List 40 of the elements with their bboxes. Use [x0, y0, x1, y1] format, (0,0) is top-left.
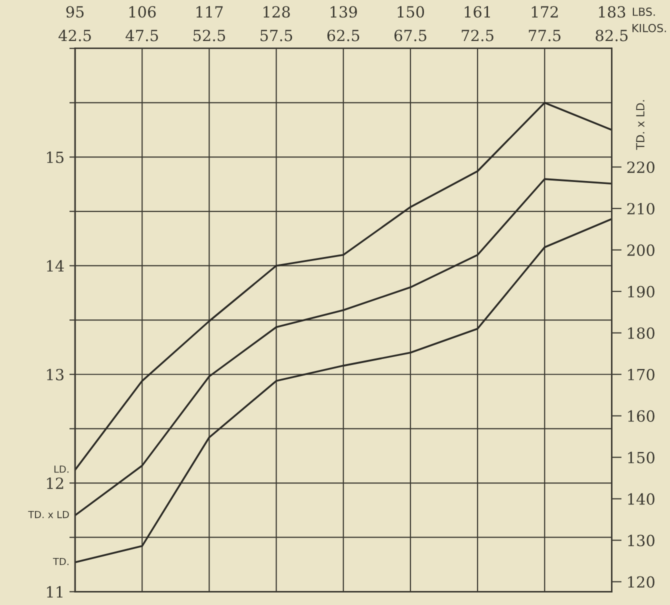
x-tick-label: 161: [464, 6, 490, 18]
y-tick-label: 13: [47, 368, 64, 380]
x-tick-label: 128: [264, 6, 290, 18]
y2-tick-label: 140: [628, 493, 654, 505]
y-tick-label: 14: [47, 260, 64, 272]
x-tick-label: 95: [66, 6, 84, 18]
y2-tick-label: 200: [627, 244, 654, 256]
x2-axis-title: KILOS.: [632, 24, 666, 32]
series-label: LD.: [54, 466, 68, 473]
x-tick-label: 150: [398, 6, 424, 18]
x-tick-label: 106: [129, 6, 156, 18]
series-label: TD. x LD: [28, 510, 69, 518]
x2-tick-label: 77.5: [528, 30, 560, 42]
y2-tick-label: 120: [628, 576, 654, 588]
x2-tick-label: 57.5: [260, 30, 292, 42]
y2-axis-title: TD. x LD.: [636, 100, 644, 150]
x2-tick-label: 47.5: [126, 30, 158, 42]
x2-tick-label: 62.5: [327, 30, 360, 42]
y2-tick-label: 170: [628, 368, 654, 380]
x-tick-label: 117: [196, 6, 223, 18]
x-axis-title: LBS.: [632, 8, 655, 16]
x2-tick-label: 82.5: [596, 30, 628, 42]
y2-tick-label: 160: [628, 410, 654, 422]
x-tick-label: 183: [598, 6, 626, 18]
x2-tick-label: 67.5: [394, 30, 426, 42]
y2-tick-label: 130: [628, 534, 654, 546]
y2-tick-label: 190: [628, 286, 654, 298]
y2-tick-label: 150: [628, 452, 654, 464]
x2-tick-label: 52.5: [194, 30, 226, 42]
y-tick-label: 12: [47, 477, 64, 489]
y2-tick-label: 180: [628, 327, 654, 339]
y-tick-label: 15: [47, 152, 64, 164]
y2-tick-label: 220: [627, 161, 654, 174]
x2-tick-label: 72.5: [462, 30, 494, 42]
x2-tick-label: 42.5: [58, 30, 91, 42]
y2-tick-label: 210: [627, 202, 654, 215]
y-tick-label: 11: [47, 586, 62, 598]
x-tick-label: 172: [532, 6, 558, 18]
series-label: TD.: [52, 558, 68, 566]
x-tick-label: 139: [330, 6, 357, 18]
